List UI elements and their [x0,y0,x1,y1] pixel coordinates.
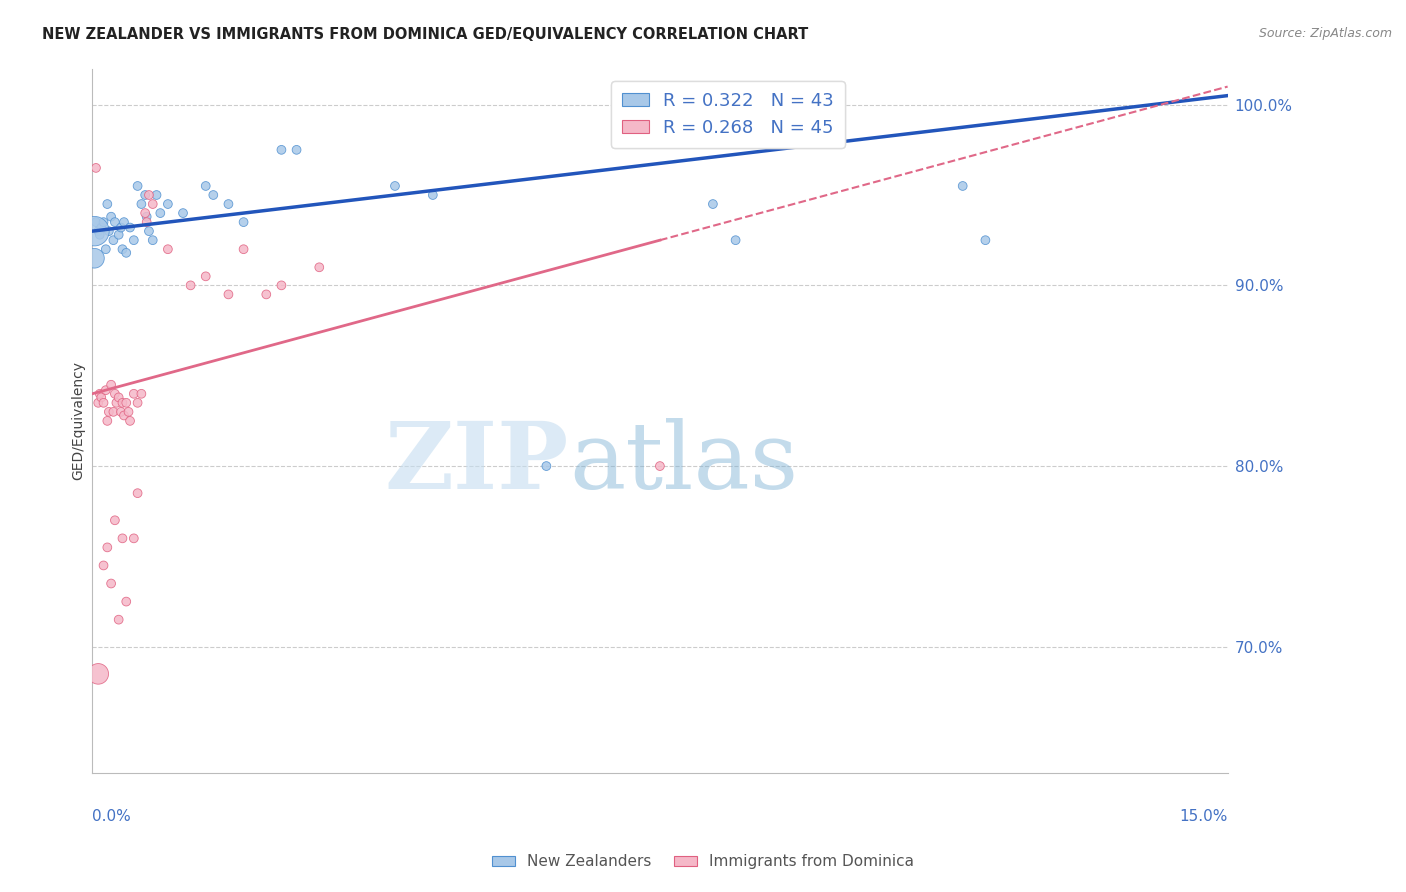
Point [702,197,724,211]
Point [127,396,149,410]
Point [115,245,138,260]
Text: Source: ZipAtlas.com: Source: ZipAtlas.com [1258,27,1392,40]
Point [103,405,125,419]
Point [100,576,122,591]
Point [87,224,110,238]
Text: 15.0%: 15.0% [1180,809,1227,824]
Point [149,206,172,220]
Point [100,210,122,224]
Text: NEW ZEALANDER VS IMMIGRANTS FROM DOMINICA GED/EQUIVALENCY CORRELATION CHART: NEW ZEALANDER VS IMMIGRANTS FROM DOMINIC… [42,27,808,42]
Point [110,220,132,235]
Point [111,396,134,410]
Point [156,242,179,256]
Point [105,396,128,410]
Point [127,178,149,193]
Point [134,206,156,220]
Point [104,513,127,527]
Point [111,532,134,546]
Point [135,215,157,229]
Point [93,215,115,229]
Point [648,458,671,473]
Point [217,287,239,301]
Point [112,409,135,423]
Point [89,386,111,401]
Point [217,197,239,211]
Point [135,210,157,224]
Point [232,215,254,229]
Point [90,220,112,235]
Point [96,414,118,428]
Point [115,396,138,410]
Point [142,233,165,247]
Point [94,242,117,256]
Point [93,396,115,410]
Point [117,405,139,419]
Point [104,215,127,229]
Point [107,227,129,242]
Point [103,233,125,247]
Point [83,224,105,238]
Point [974,233,997,247]
Text: 0.0%: 0.0% [93,809,131,824]
Point [83,252,105,266]
Point [110,405,132,419]
Point [145,188,167,202]
Point [270,143,292,157]
Point [131,386,153,401]
Point [100,377,122,392]
Point [724,233,747,247]
Point [952,178,974,193]
Point [122,386,145,401]
Point [194,178,217,193]
Point [96,541,118,555]
Point [194,269,217,284]
Point [142,197,165,211]
Point [202,188,225,202]
Legend: New Zealanders, Immigrants from Dominica: New Zealanders, Immigrants from Dominica [485,848,921,875]
Point [254,287,277,301]
Point [285,143,308,157]
Legend: R = 0.322   N = 43, R = 0.268   N = 45: R = 0.322 N = 43, R = 0.268 N = 45 [612,81,845,148]
Point [536,458,558,473]
Point [134,188,156,202]
Point [156,197,179,211]
Point [90,391,112,405]
Point [122,233,145,247]
Point [180,278,202,293]
Y-axis label: GED/Equivalency: GED/Equivalency [72,361,86,481]
Point [89,227,111,242]
Point [122,532,145,546]
Point [84,215,107,229]
Point [111,242,134,256]
Point [172,206,194,220]
Point [127,486,149,500]
Text: atlas: atlas [569,418,799,508]
Point [97,405,120,419]
Point [115,594,138,608]
Point [112,215,135,229]
Point [87,666,110,681]
Point [94,383,117,397]
Point [118,414,141,428]
Point [87,396,110,410]
Point [232,242,254,256]
Point [131,197,153,211]
Point [107,613,129,627]
Point [118,220,141,235]
Point [84,161,107,175]
Point [384,178,406,193]
Point [308,260,330,275]
Point [138,224,160,238]
Point [138,188,160,202]
Point [93,558,115,573]
Point [107,391,129,405]
Point [270,278,292,293]
Point [96,197,118,211]
Point [97,224,120,238]
Point [104,386,127,401]
Point [422,188,444,202]
Text: ZIP: ZIP [385,418,569,508]
